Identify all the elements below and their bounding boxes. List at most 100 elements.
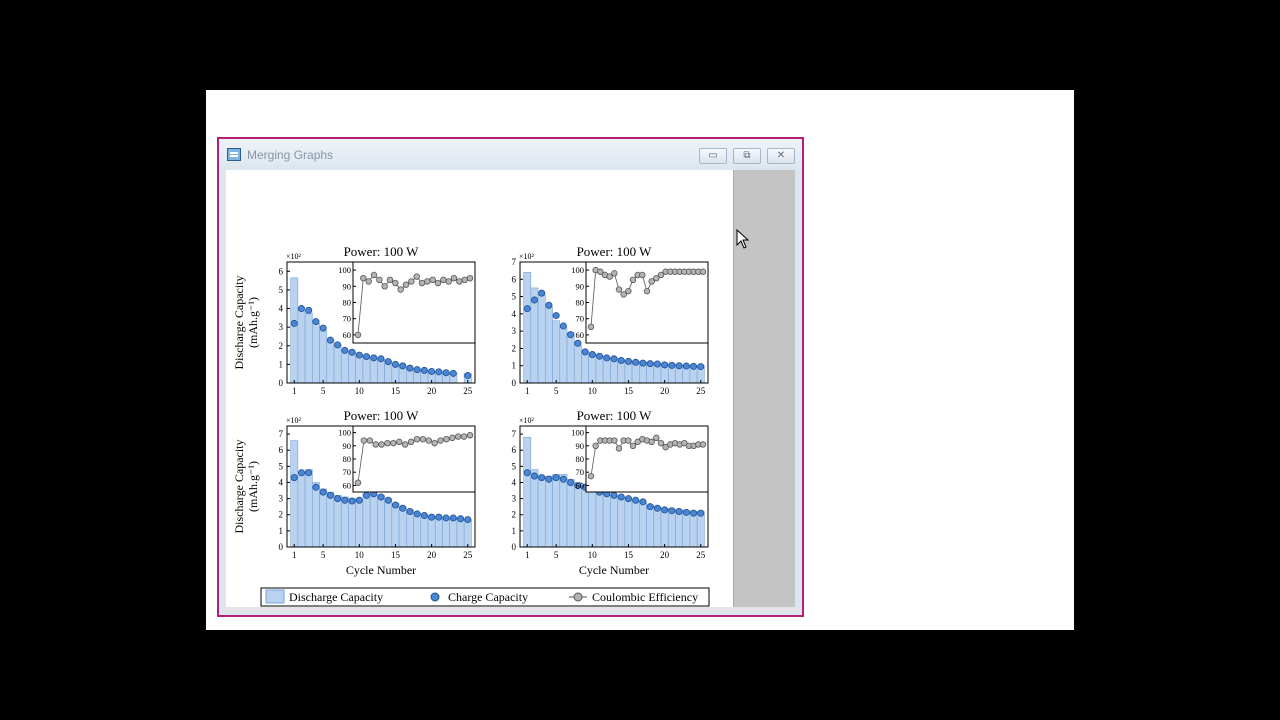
inset-y-tick-label: 60 bbox=[343, 480, 352, 490]
y-tick-label: 2 bbox=[279, 341, 284, 351]
ce-point bbox=[413, 436, 421, 443]
charge-point bbox=[305, 469, 313, 477]
ce-point bbox=[620, 291, 627, 298]
close-button[interactable]: ✕ bbox=[767, 148, 795, 164]
coulombic-efficiency-inset: 60 70 80 90 100 bbox=[338, 261, 476, 344]
x-tick-label: 5 bbox=[554, 550, 559, 560]
discharge-bar bbox=[639, 501, 647, 548]
ce-point bbox=[615, 445, 623, 452]
x-tick-label: 25 bbox=[463, 386, 473, 396]
charge-point bbox=[617, 493, 625, 501]
discharge-bar bbox=[537, 475, 546, 548]
inset-y-tick-label: 100 bbox=[338, 428, 351, 438]
discharge-bar bbox=[369, 493, 378, 548]
discharge-bar bbox=[391, 503, 400, 548]
ce-point bbox=[378, 441, 385, 448]
charge-point bbox=[624, 357, 632, 365]
x-tick-label: 5 bbox=[321, 386, 326, 396]
inset-y-tick-label: 60 bbox=[343, 330, 352, 340]
charge-point bbox=[334, 341, 342, 349]
discharge-bar bbox=[566, 332, 575, 384]
window-titlebar[interactable]: Merging Graphs ▭ ⧉ ✕ bbox=[219, 139, 802, 169]
legend-swatch-charge bbox=[430, 592, 440, 602]
charge-point bbox=[370, 354, 378, 362]
charge-point bbox=[363, 353, 371, 361]
ce-point bbox=[629, 442, 637, 449]
ce-point bbox=[424, 278, 431, 285]
discharge-bar bbox=[319, 330, 328, 384]
discharge-bar bbox=[610, 495, 618, 548]
y-multiplier: ×10² bbox=[286, 416, 302, 425]
ce-point bbox=[597, 268, 604, 275]
charge-point bbox=[442, 369, 450, 377]
charge-point bbox=[348, 497, 356, 505]
inset-y-tick-label: 90 bbox=[576, 441, 585, 451]
discharge-bar bbox=[377, 358, 385, 384]
discharge-bar bbox=[362, 356, 371, 384]
ce-point bbox=[653, 274, 660, 282]
ce-point bbox=[648, 438, 655, 446]
ce-point bbox=[653, 434, 660, 442]
ce-point bbox=[401, 441, 409, 448]
x-tick-label: 25 bbox=[463, 550, 473, 560]
x-tick-label: 15 bbox=[391, 550, 401, 560]
discharge-bar bbox=[545, 306, 553, 384]
y-tick-label: 3 bbox=[279, 322, 284, 332]
charge-point bbox=[581, 348, 589, 356]
y-tick-label: 3 bbox=[512, 326, 517, 336]
coulombic-efficiency-inset: 60 70 80 90 100 bbox=[571, 425, 709, 493]
graph-page-area[interactable]: Power: 100 W ×10² 0 1 2 3 4 5 6 1 5 10 15 20 25 Dischar… bbox=[226, 170, 795, 611]
x-tick-label: 15 bbox=[624, 550, 634, 560]
charge-point bbox=[290, 319, 298, 327]
legend-swatch-ce bbox=[573, 592, 583, 602]
charge-point bbox=[675, 508, 683, 516]
charge-point bbox=[406, 364, 414, 372]
discharge-bar bbox=[369, 357, 378, 384]
charge-point bbox=[574, 339, 582, 347]
y-tick-label: 3 bbox=[279, 494, 284, 504]
legend-label-ce: Coulombic Efficiency bbox=[592, 590, 698, 604]
discharge-bar bbox=[326, 491, 335, 548]
inset-y-tick-label: 90 bbox=[343, 281, 352, 291]
y-axis-unit: (mAh.g⁻¹) bbox=[246, 461, 260, 512]
x-tick-label: 5 bbox=[321, 550, 326, 560]
y-tick-label: 7 bbox=[512, 429, 517, 439]
window-title: Merging Graphs bbox=[247, 148, 334, 162]
charge-point bbox=[574, 482, 582, 490]
discharge-bar bbox=[602, 493, 611, 548]
charge-point bbox=[457, 515, 465, 523]
discharge-bar bbox=[646, 504, 655, 548]
inset-y-tick-label: 60 bbox=[576, 330, 585, 340]
discharge-bar bbox=[340, 496, 349, 548]
charge-point bbox=[610, 355, 618, 363]
charge-point bbox=[341, 496, 349, 504]
graph-page[interactable]: Power: 100 W ×10² 0 1 2 3 4 5 6 1 5 10 15 20 25 Dischar… bbox=[226, 170, 734, 611]
charge-point bbox=[603, 354, 611, 362]
charge-point bbox=[391, 501, 399, 509]
discharge-bar bbox=[552, 474, 561, 548]
discharge-bar bbox=[434, 516, 443, 548]
legend-label-discharge: Discharge Capacity bbox=[289, 590, 383, 604]
charge-point bbox=[675, 362, 683, 370]
graph-window[interactable]: Merging Graphs ▭ ⧉ ✕ Power: 100 W ×10² 0 1 2… bbox=[217, 137, 804, 617]
inset-y-tick-label: 80 bbox=[343, 454, 352, 464]
inset-y-tick-label: 80 bbox=[343, 298, 352, 308]
x-tick-label: 1 bbox=[292, 386, 297, 396]
charge-point bbox=[326, 491, 334, 499]
ce-point bbox=[360, 274, 367, 282]
maximize-button[interactable]: ⧉ bbox=[733, 148, 761, 164]
charge-point bbox=[399, 362, 407, 370]
ce-point bbox=[366, 437, 373, 444]
ce-point bbox=[354, 331, 362, 339]
y-tick-label: 4 bbox=[512, 309, 517, 319]
ce-point bbox=[440, 276, 447, 284]
minimize-button[interactable]: ▭ bbox=[699, 148, 727, 164]
ce-point bbox=[611, 437, 618, 444]
charge-point bbox=[391, 360, 399, 368]
horizontal-scrollbar[interactable] bbox=[226, 607, 795, 611]
